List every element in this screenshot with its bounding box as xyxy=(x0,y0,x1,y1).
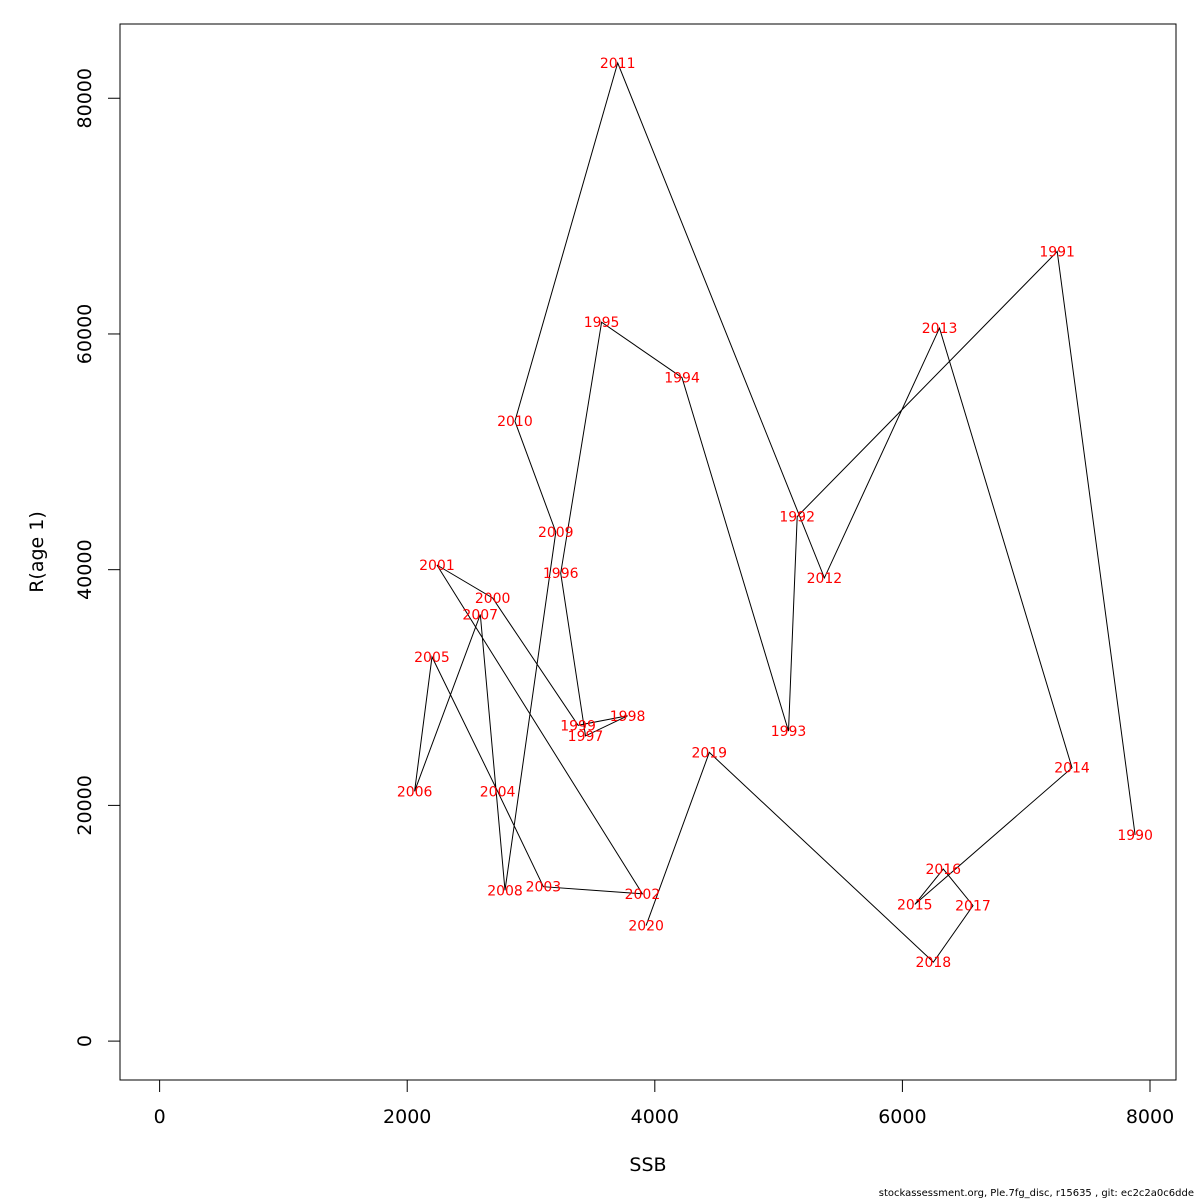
y-axis-title: R(age 1) xyxy=(26,511,48,593)
trajectory-line xyxy=(414,61,1136,963)
year-label: 1994 xyxy=(664,371,700,387)
year-label: 1992 xyxy=(779,510,815,526)
y-tick-label: 20000 xyxy=(74,775,96,835)
year-label: 1998 xyxy=(610,709,646,725)
year-label: 2004 xyxy=(480,784,516,800)
year-label: 2009 xyxy=(538,525,574,541)
year-label: 2011 xyxy=(600,56,636,72)
x-tick-label: 6000 xyxy=(878,1106,926,1128)
x-tick-label: 4000 xyxy=(631,1106,679,1128)
y-axis: 0 20000 40000 60000 80000 xyxy=(74,68,121,1047)
year-label: 2010 xyxy=(497,414,533,430)
year-label: 2014 xyxy=(1054,761,1090,777)
year-label: 2001 xyxy=(419,558,455,574)
year-label: 2005 xyxy=(414,650,450,666)
year-label: 2007 xyxy=(462,607,498,623)
x-tick-label: 8000 xyxy=(1126,1106,1174,1128)
x-tick-label: 2000 xyxy=(383,1106,431,1128)
year-label: 2019 xyxy=(691,745,727,761)
year-label: 2006 xyxy=(397,784,433,800)
year-label: 1993 xyxy=(771,724,807,740)
y-tick-label: 80000 xyxy=(74,68,96,128)
year-label: 1997 xyxy=(568,729,604,745)
year-label: 2016 xyxy=(925,862,961,878)
year-label: 2020 xyxy=(628,919,664,935)
year-label: 1990 xyxy=(1117,828,1153,844)
year-label: 2003 xyxy=(526,880,562,896)
year-label: 2000 xyxy=(475,591,511,607)
year-label: 2012 xyxy=(807,571,843,587)
year-label: 2002 xyxy=(625,887,661,903)
year-label: 2015 xyxy=(897,897,933,913)
year-label: 1999 xyxy=(560,718,596,734)
x-axis-title: SSB xyxy=(629,1154,666,1176)
x-axis: 0 2000 4000 6000 8000 xyxy=(154,1079,1174,1128)
year-label: 1995 xyxy=(584,315,620,331)
year-label: 2017 xyxy=(955,899,991,915)
year-label: 1996 xyxy=(543,566,579,582)
y-tick-label: 60000 xyxy=(74,304,96,364)
year-label: 2008 xyxy=(487,883,523,899)
x-tick-label: 0 xyxy=(154,1106,166,1128)
footer-credit: stockassessment.org, Ple.7fg_disc, r1563… xyxy=(878,1188,1194,1199)
year-label: 2018 xyxy=(916,955,952,971)
y-tick-label: 40000 xyxy=(74,539,96,599)
y-tick-label: 0 xyxy=(74,1035,96,1047)
year-label: 2013 xyxy=(922,321,958,337)
point-labels: 1990 1991 1992 1993 1994 1995 1996 1997 1998 1999… xyxy=(397,56,1153,971)
year-label: 1991 xyxy=(1039,244,1075,260)
